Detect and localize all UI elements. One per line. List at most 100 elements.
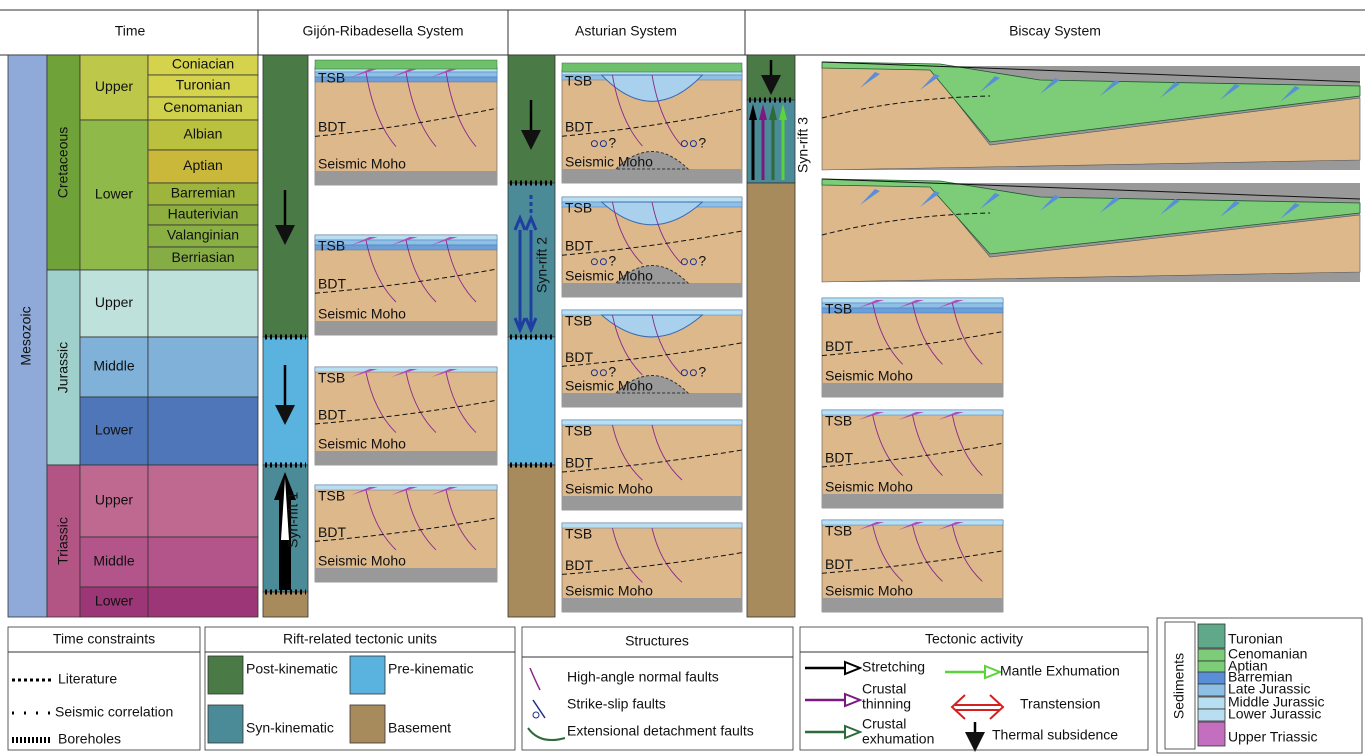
legend-item: thinning [862,696,911,712]
stage-box [148,337,258,397]
epoch-label: Middle [93,553,134,569]
header-title: Gijón-Ribadesella System [302,23,463,39]
bdt-label: BDT [565,349,593,365]
legend-title: Rift-related tectonic units [283,631,437,647]
period-label: Triassic [55,517,71,565]
mantle [562,283,742,297]
bdt-label: BDT [565,557,593,573]
unit-bar [263,592,308,617]
legend-item: Literature [58,671,117,687]
mantle [822,598,1003,612]
legend-item: Lower Jurassic [1228,706,1321,722]
bdt-label: BDT [318,119,346,135]
syn-rift-label: Syn-rift 1 [285,492,301,548]
tsb-label: TSB [565,526,592,542]
stage-label: Berriasian [171,249,234,265]
question-label: ? [608,363,616,379]
epoch-label: Lower [95,186,133,202]
epoch-label: Lower [95,422,133,438]
bdt-label: BDT [318,407,346,423]
syn-rift-label: Syn-rift 3 [795,117,811,173]
stage-box [148,537,258,587]
legend-title: Sediments [1171,653,1187,719]
epoch-label: Upper [95,492,133,508]
stage-label: Aptian [183,157,223,173]
tsb-label: TSB [318,70,345,86]
legend-swatch [1198,672,1225,684]
header-title: Biscay System [1009,23,1101,39]
sediment [315,60,497,69]
sediment [562,63,742,72]
question-label: ? [608,134,616,150]
epoch-label: Upper [95,78,133,94]
stage-box [148,397,258,465]
legend-swatch [208,656,243,694]
moho-label: Seismic Moho [318,553,406,569]
mantle [822,383,1003,397]
moho-label: Seismic Moho [565,583,653,599]
header-title: Asturian System [575,23,677,39]
question-label: ? [698,253,706,269]
question-label: ? [698,363,706,379]
mantle [562,169,742,183]
legend-item: Boreholes [58,731,121,747]
mantle [315,451,497,465]
legend-item: Mantle Exhumation [1000,663,1120,679]
legend-swatch [1198,624,1225,648]
mantle [315,171,497,185]
stage-box [148,465,258,537]
question-label: ? [608,253,616,269]
legend-swatch [208,705,243,743]
legend-swatch [1198,697,1225,709]
page: {"header": {"time": "Time", "systems": [… [0,0,1365,755]
stage-box [148,270,258,337]
legend-item: Thermal subsidence [992,727,1118,743]
stage-label: Barremian [171,185,236,201]
legend-swatch [350,656,385,694]
legend-item: exhumation [862,731,934,747]
legend-title: Time constraints [53,631,155,647]
legend-swatch [1198,684,1225,696]
moho-label: Seismic Moho [565,378,653,394]
mantle [315,568,497,582]
stage-label: Albian [184,126,223,142]
tsb-label: TSB [318,370,345,386]
legend-title: Structures [625,633,689,649]
moho-label: Seismic Moho [565,154,653,170]
tsb-label: TSB [825,523,852,539]
tsb-label: TSB [318,238,345,254]
tsb-label: TSB [825,413,852,429]
bdt-label: BDT [565,238,593,254]
moho-label: Seismic Moho [318,156,406,172]
stage-label: Turonian [176,77,231,93]
diagram: Time Gijón-Ribadesella System Asturian Sys… [0,0,1365,755]
legend-item: Stretching [862,659,925,675]
era-label: Mesozoic [18,306,34,365]
legend-item: Turonian [1228,631,1283,647]
tsb-label: TSB [318,488,345,504]
moho-label: Seismic Moho [825,479,913,495]
bdt-label: BDT [318,524,346,540]
syn-rift-label: Syn-rift 2 [534,237,550,293]
tsb-label: TSB [565,423,592,439]
legend-swatch [1198,649,1225,661]
legend-item: Upper Triassic [1228,729,1317,745]
bdt-label: BDT [825,450,853,466]
mantle [562,496,742,510]
epoch-label: Upper [95,294,133,310]
moho-label: Seismic Moho [318,436,406,452]
unit-bar [508,337,555,465]
tsb-label: TSB [565,73,592,89]
legend-item: Seismic correlation [55,704,173,720]
legend-item: Post-kinematic [246,661,338,677]
moho-label: Seismic Moho [825,583,913,599]
legend-item: Transtension [1020,696,1100,712]
bdt-label: BDT [565,455,593,471]
epoch-label: Middle [93,358,134,374]
tsb-label: TSB [565,200,592,216]
legend-item: Syn-kinematic [246,720,334,736]
stage-label: Hauterivian [168,206,239,222]
header-title: Time [115,23,146,39]
legend-item: Pre-kinematic [388,661,474,677]
mantle [822,494,1003,508]
